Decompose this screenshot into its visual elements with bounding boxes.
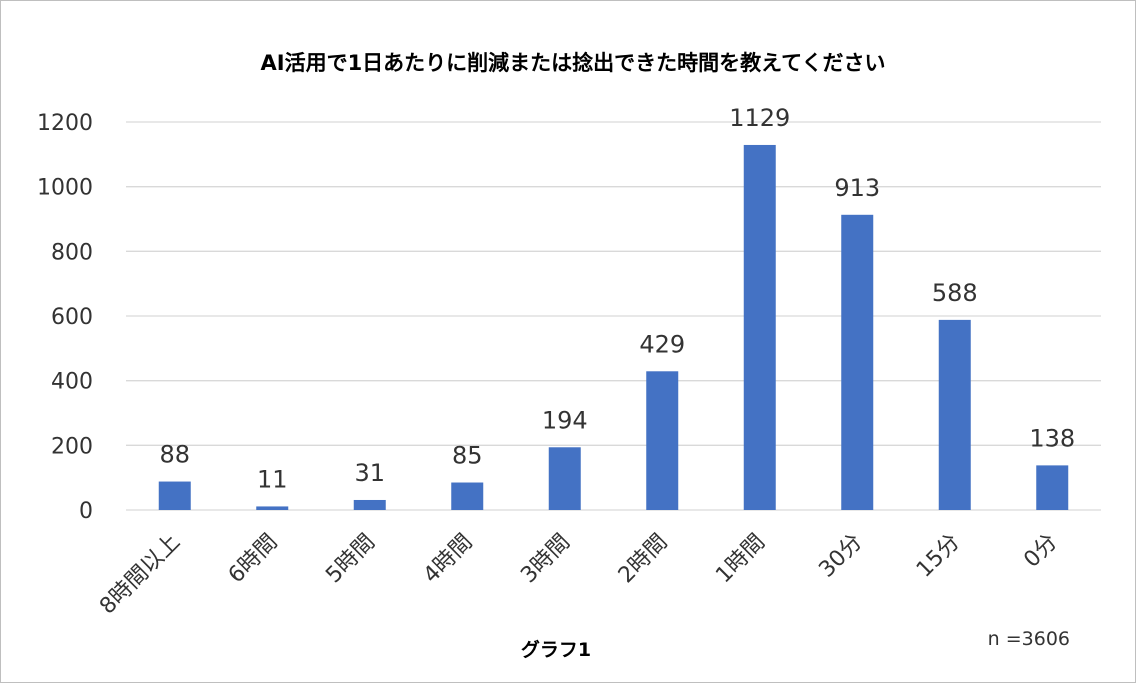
y-tick-label: 1000 xyxy=(37,176,93,201)
data-label: 11 xyxy=(257,465,288,493)
sample-size-note: n =3606 xyxy=(988,628,1070,650)
x-category-label: 1時間 xyxy=(711,530,770,589)
bar xyxy=(158,481,191,510)
bar xyxy=(646,371,679,510)
x-category-label: 3時間 xyxy=(516,530,575,589)
bar xyxy=(451,482,484,510)
x-category-label: 8時間以上 xyxy=(95,530,185,620)
y-axis-ticks: 0 200 400 600 800 1000 1200 xyxy=(37,111,93,524)
data-label: 88 xyxy=(159,441,190,469)
data-label: 138 xyxy=(1029,424,1075,452)
data-label: 913 xyxy=(834,174,880,202)
bar xyxy=(1036,465,1069,510)
bar xyxy=(938,319,971,510)
bar xyxy=(548,447,581,510)
y-tick-label: 400 xyxy=(51,370,93,395)
y-tick-label: 800 xyxy=(51,240,93,265)
data-label: 31 xyxy=(354,459,385,487)
x-axis-label: グラフ1 xyxy=(521,638,591,661)
gridlines xyxy=(126,121,1101,511)
x-axis-categories: 8時間以上 6時間 5時間 4時間 3時間 2時間 1時間 30分 15分 0分 xyxy=(95,530,1062,620)
y-tick-label: 1200 xyxy=(37,111,93,136)
y-tick-label: 200 xyxy=(51,434,93,459)
bar xyxy=(353,499,386,510)
x-category-label: 15分 xyxy=(912,530,965,583)
x-category-label: 2時間 xyxy=(614,530,673,589)
data-label: 429 xyxy=(639,330,685,358)
y-tick-label: 0 xyxy=(79,499,93,524)
bar xyxy=(743,144,776,510)
data-labels: 88 11 31 85 194 429 1129 913 588 138 xyxy=(159,104,1075,493)
data-label: 194 xyxy=(542,406,588,434)
data-label: 85 xyxy=(452,442,483,470)
x-category-label: 5時間 xyxy=(321,530,380,589)
bar xyxy=(256,506,289,510)
x-category-label: 0分 xyxy=(1019,530,1062,573)
data-label: 588 xyxy=(932,279,978,307)
data-label: 1129 xyxy=(729,104,790,132)
x-category-label: 4時間 xyxy=(419,530,478,589)
y-tick-label: 600 xyxy=(51,305,93,330)
bars xyxy=(158,144,1069,510)
x-category-label: 30分 xyxy=(814,530,867,583)
bar xyxy=(841,214,874,510)
chart-title: AI活用で1日あたりに削減または捻出できた時間を教えてください xyxy=(261,51,886,75)
x-category-label: 6時間 xyxy=(224,530,283,589)
